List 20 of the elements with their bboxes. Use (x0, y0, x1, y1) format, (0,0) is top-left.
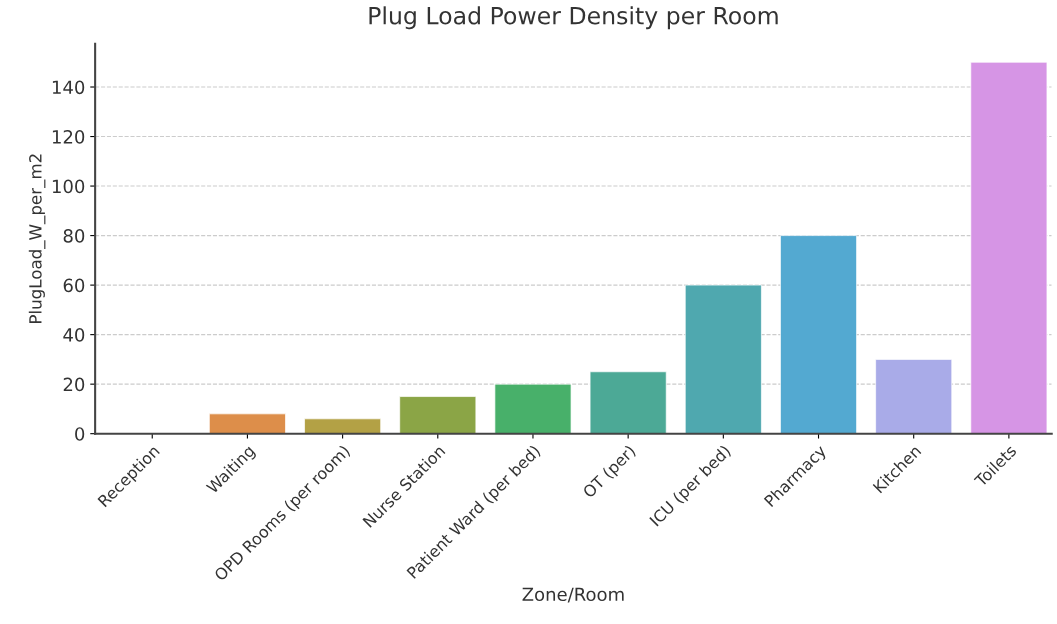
y-tick-label: 100 (52, 179, 85, 194)
bar (209, 413, 286, 434)
bar (304, 418, 382, 434)
y-tick-label: 40 (63, 328, 85, 342)
y-tick-label: 20 (63, 377, 85, 392)
bar (780, 235, 857, 434)
bar (875, 359, 953, 434)
bar (970, 61, 1048, 434)
y-tick-label: 120 (52, 130, 85, 144)
bar (494, 383, 572, 434)
bar (684, 284, 762, 434)
bar (399, 396, 477, 434)
y-tick-label: 140 (52, 80, 85, 95)
y-tick-label: 80 (63, 229, 85, 243)
y-tick-label: 60 (63, 278, 85, 293)
y-axis-title: PlugLoad_W_per_m2 (28, 154, 46, 323)
x-axis-title: Zone/Room (522, 587, 624, 603)
chart-title: Plug Load Power Density per Room (369, 6, 778, 30)
bar (589, 371, 667, 434)
y-tick-label: 0 (75, 427, 85, 441)
